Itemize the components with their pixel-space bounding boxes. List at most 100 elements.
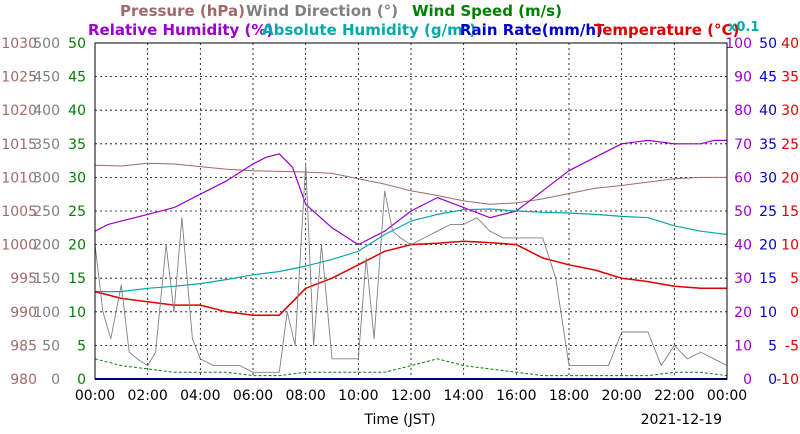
left-tick-wind_speed: 35 — [68, 137, 86, 153]
left-tick-pressure: 1000 — [1, 238, 37, 254]
right-tick-rain: 15 — [759, 271, 777, 287]
right-tick-rh: 10 — [734, 338, 752, 354]
x-tick: 20:00 — [601, 388, 641, 404]
left-tick-pressure: 995 — [10, 271, 37, 287]
right-tick-rain: 50 — [759, 36, 777, 52]
right-tick-rain: 45 — [759, 70, 777, 86]
right-tick-rh: 100 — [725, 36, 752, 52]
left-tick-wind_dir: 200 — [33, 238, 60, 254]
left-tick-wind_dir: 400 — [33, 103, 60, 119]
right-tick-rh: 50 — [734, 204, 752, 220]
x-tick-labels: 00:00 02:00 04:00 06:00 08:00 10:00 12:00 14:00… — [75, 388, 747, 404]
right-tick-rain: 30 — [759, 170, 777, 186]
right-tick-rain: 20 — [759, 238, 777, 254]
x-tick: 10:00 — [338, 388, 378, 404]
left-tick-wind_speed: 20 — [68, 238, 86, 254]
x-tick: 00:00 — [75, 388, 115, 404]
legend-absolute-humidity: Absolute Humidity (g/m³) — [262, 21, 476, 39]
legend-pressure: Pressure (hPa) — [120, 2, 245, 20]
left-tick-wind_speed: 0 — [77, 372, 86, 388]
x-tick: 04:00 — [180, 388, 220, 404]
right-tick-temp: 40 — [781, 36, 799, 52]
left-tick-wind_speed: 45 — [68, 70, 86, 86]
left-tick-pressure: 990 — [10, 305, 37, 321]
right-tick-rain: 25 — [759, 204, 777, 220]
right-tick-rh: 30 — [734, 271, 752, 287]
series-pressure — [94, 162, 727, 205]
right-tick-rh: 80 — [734, 103, 752, 119]
right-tick-rh: 90 — [734, 70, 752, 86]
left-tick-pressure: 980 — [10, 372, 37, 388]
left-tick-pressure: 1015 — [1, 137, 37, 153]
left-tick-pressure: 985 — [10, 338, 37, 354]
left-tick-pressure: 1010 — [1, 170, 37, 186]
right-tick-rain: 10 — [759, 305, 777, 321]
x-axis-label: Time (JST) — [363, 412, 435, 428]
right-tick-temp: -5 — [785, 338, 799, 354]
left-tick-wind_speed: 25 — [68, 204, 86, 220]
left-tick-wind_dir: 300 — [33, 170, 60, 186]
left-tick-pressure: 1030 — [1, 36, 37, 52]
right-tick-rh: 60 — [734, 170, 752, 186]
x-tick: 22:00 — [654, 388, 694, 404]
right-tick-rain: 0 — [768, 372, 777, 388]
left-tick-wind_dir: 450 — [33, 70, 60, 86]
right-tick-temp: -10 — [776, 372, 799, 388]
left-tick-wind_speed: 40 — [68, 103, 86, 119]
right-tick-temp: 0 — [790, 305, 799, 321]
left-tick-wind_speed: 50 — [68, 36, 86, 52]
chart-date: 2021-12-19 — [641, 412, 722, 428]
right-tick-temp: 35 — [781, 70, 799, 86]
right-tick-rh: 70 — [734, 137, 752, 153]
left-axes: 9809859909951000100510101015102010251030… — [1, 36, 86, 388]
legend: Pressure (hPa) Wind Direction (°) Wind S… — [88, 2, 759, 39]
right-tick-temp: 30 — [781, 103, 799, 119]
series-abs_hum — [95, 208, 728, 293]
legend-relative-humidity: Relative Humidity (%) — [88, 21, 273, 39]
x-tick: 00:00 — [707, 388, 747, 404]
right-tick-rain: 5 — [768, 338, 777, 354]
series-rh — [94, 139, 727, 246]
left-tick-wind_dir: 250 — [33, 204, 60, 220]
left-tick-wind_dir: 350 — [33, 137, 60, 153]
left-tick-wind_speed: 30 — [68, 170, 86, 186]
x-tick: 14:00 — [443, 388, 483, 404]
left-tick-wind_dir: 150 — [33, 271, 60, 287]
x-tick: 18:00 — [549, 388, 589, 404]
legend-rain-rate: Rain Rate(mm/h) — [460, 21, 603, 39]
x-tick: 16:00 — [496, 388, 536, 404]
left-tick-wind_dir: 50 — [42, 338, 60, 354]
left-tick-wind_dir: 100 — [33, 305, 60, 321]
right-tick-rh: 0 — [743, 372, 752, 388]
x-tick: 02:00 — [127, 388, 167, 404]
left-tick-pressure: 1005 — [1, 204, 37, 220]
legend-wind-direction: Wind Direction (°) — [246, 2, 398, 20]
right-tick-rain: 40 — [759, 103, 777, 119]
right-tick-temp: 5 — [790, 271, 799, 287]
left-tick-wind_speed: 10 — [68, 305, 86, 321]
right-axes: 0102030405060708090100051015202530354045… — [725, 36, 799, 388]
x-tick: 08:00 — [285, 388, 325, 404]
x-tick: 06:00 — [233, 388, 273, 404]
right-tick-temp: 15 — [781, 204, 799, 220]
series-wind_dir — [94, 163, 728, 373]
left-tick-wind_dir: 0 — [51, 372, 60, 388]
left-tick-wind_dir: 500 — [33, 36, 60, 52]
right-tick-rh: 20 — [734, 305, 752, 321]
abs-humidity-multiplier: x0.1 — [728, 20, 759, 35]
left-tick-pressure: 1025 — [1, 70, 37, 86]
x-tick: 12:00 — [391, 388, 431, 404]
plot-frame — [94, 42, 728, 380]
right-tick-rain: 35 — [759, 137, 777, 153]
right-tick-temp: 20 — [781, 170, 799, 186]
right-tick-rh: 40 — [734, 238, 752, 254]
left-tick-wind_speed: 5 — [77, 338, 86, 354]
left-tick-wind_speed: 15 — [68, 271, 86, 287]
right-tick-temp: 10 — [781, 238, 799, 254]
legend-temperature: Temperature (°C) — [594, 21, 739, 39]
series-wind_speed — [94, 358, 728, 377]
legend-wind-speed: Wind Speed (m/s) — [412, 2, 562, 20]
right-tick-temp: 25 — [781, 137, 799, 153]
left-tick-pressure: 1020 — [1, 103, 37, 119]
